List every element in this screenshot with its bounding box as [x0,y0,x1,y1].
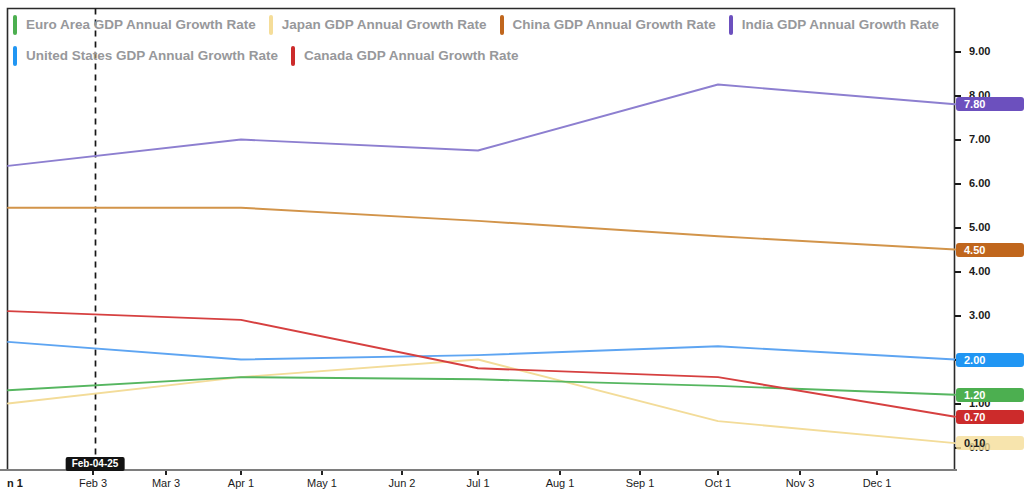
y-tick-mark [955,315,961,317]
x-tick-mark [92,471,94,475]
x-tick-mark [165,471,167,475]
y-tick-mark [955,183,961,185]
x-tick-label: Dec 1 [863,477,892,489]
y-tick-label: 4.00 [969,266,990,277]
legend-row-2: United States GDP Annual Growth Rate Cana… [13,40,939,71]
y-tick-mark [955,227,961,229]
x-tick-label: Jul 1 [466,477,489,489]
legend: Euro Area GDP Annual Growth Rate Japan GD… [13,9,939,71]
series-line-india-gdp-annual-growth-rate[interactable] [8,85,955,166]
series-color-bar-icon [729,15,733,35]
series-color-bar-icon [269,15,273,35]
plot-area[interactable] [0,0,1024,500]
x-tick-label: May 1 [307,477,337,489]
price-badge-canada-gdp-annual-growth-rate: 0.70 [956,410,1024,424]
legend-item-united-states-gdp-annual-growth-rate[interactable]: United States GDP Annual Growth Rate [13,46,278,66]
series-line-china-gdp-annual-growth-rate[interactable] [8,208,955,250]
legend-label: Canada GDP Annual Growth Rate [304,48,519,63]
series-line-united-states-gdp-annual-growth-rate[interactable] [8,342,955,360]
price-badge-japan-gdp-annual-growth-rate: 0.10 [956,436,1024,450]
x-tick-mark [799,471,801,475]
y-tick-mark [955,51,961,53]
legend-label: China GDP Annual Growth Rate [513,17,716,32]
x-tick-label: Aug 1 [546,477,575,489]
y-tick-mark [955,403,961,405]
x-tick-label: Sep 1 [626,477,655,489]
x-tick-mark [717,471,719,475]
series-color-bar-icon [291,46,295,66]
y-tick-mark [955,271,961,273]
legend-label: Euro Area GDP Annual Growth Rate [26,17,256,32]
x-tick-mark [240,471,242,475]
x-tick-label: Apr 1 [228,477,254,489]
price-badge-china-gdp-annual-growth-rate: 4.50 [956,243,1024,257]
x-tick-mark [321,471,323,475]
y-tick-mark [955,139,961,141]
series-color-bar-icon [13,46,17,66]
x-tick-label: Nov 3 [786,477,815,489]
series-line-canada-gdp-annual-growth-rate[interactable] [8,311,955,417]
x-tick-label: Feb 3 [79,477,107,489]
y-tick-label: 6.00 [969,178,990,189]
legend-item-india-gdp-annual-growth-rate[interactable]: India GDP Annual Growth Rate [729,15,939,35]
plot-border [8,9,955,471]
legend-item-china-gdp-annual-growth-rate[interactable]: China GDP Annual Growth Rate [500,15,716,35]
legend-item-japan-gdp-annual-growth-rate[interactable]: Japan GDP Annual Growth Rate [269,15,487,35]
x-tick-mark [401,471,403,475]
legend-item-canada-gdp-annual-growth-rate[interactable]: Canada GDP Annual Growth Rate [291,46,519,66]
x-tick-mark [876,471,878,475]
price-badge-united-states-gdp-annual-growth-rate: 2.00 [956,353,1024,367]
legend-row-1: Euro Area GDP Annual Growth Rate Japan GD… [13,9,939,40]
gdp-growth-chart: Euro Area GDP Annual Growth Rate Japan GD… [0,0,1024,500]
price-badge-euro-area-gdp-annual-growth-rate: 1.20 [956,388,1024,402]
series-color-bar-icon [500,15,504,35]
price-badge-india-gdp-annual-growth-rate: 7.80 [956,97,1024,111]
y-tick-mark [955,95,961,97]
y-tick-label: 3.00 [969,310,990,321]
y-tick-label: 5.00 [969,222,990,233]
x-tick-mark [477,471,479,475]
legend-label: Japan GDP Annual Growth Rate [282,17,487,32]
series-line-japan-gdp-annual-growth-rate[interactable] [8,360,955,444]
y-tick-label: 9.00 [969,46,990,57]
x-tick-label: n 1 [7,477,23,489]
x-tick-label: Oct 1 [705,477,731,489]
x-tick-label: Mar 3 [152,477,180,489]
x-tick-label: Jun 2 [389,477,416,489]
legend-label: United States GDP Annual Growth Rate [26,48,278,63]
legend-item-euro-area-gdp-annual-growth-rate[interactable]: Euro Area GDP Annual Growth Rate [13,15,256,35]
y-tick-label: 7.00 [969,134,990,145]
crosshair-date-tooltip: Feb-04-25 [66,457,125,471]
x-tick-mark [559,471,561,475]
x-tick-mark [639,471,641,475]
legend-label: India GDP Annual Growth Rate [742,17,939,32]
series-color-bar-icon [13,15,17,35]
